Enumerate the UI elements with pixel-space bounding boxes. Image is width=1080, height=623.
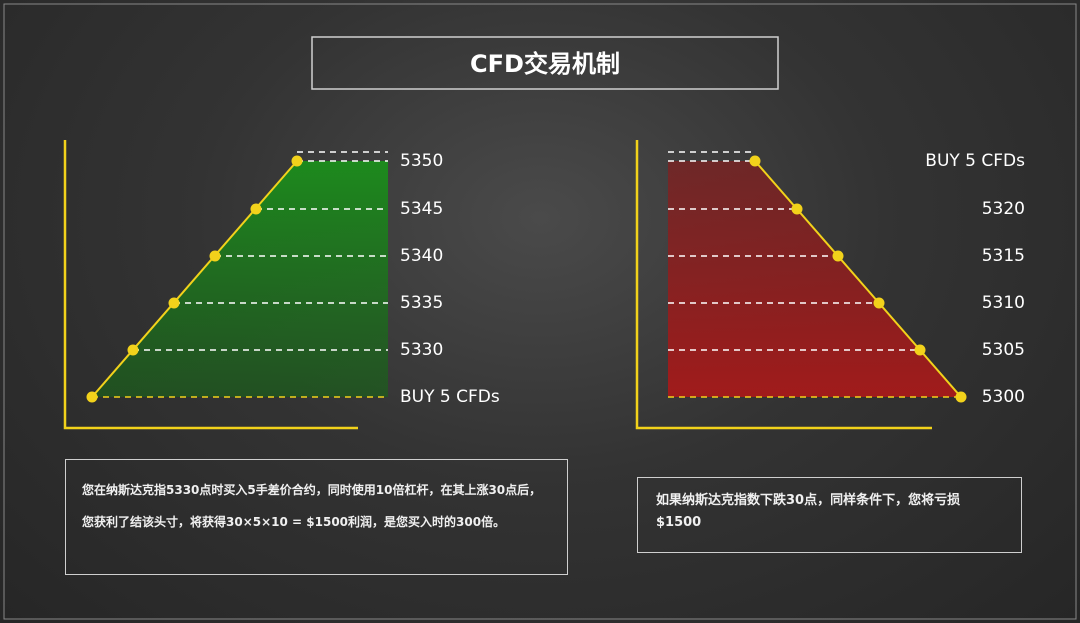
level-dot [127, 344, 139, 356]
title: CFD交易机制 [470, 50, 620, 78]
note-left: 您在纳斯达克指5330点时买入5手差价合约，同时使用10倍杠杆，在其上涨30点后… [65, 459, 568, 575]
level-label: 5350 [400, 151, 443, 171]
level-dot [955, 391, 967, 403]
rise-line [91, 160, 298, 398]
level-label: 5340 [400, 246, 443, 266]
level-label: 5330 [400, 340, 443, 360]
level-label: 5310 [982, 293, 1025, 313]
level-dot [209, 250, 221, 262]
level-label: 5335 [400, 293, 443, 313]
right-axis [635, 140, 932, 430]
level-dot [250, 203, 262, 215]
level-dot [791, 203, 803, 215]
left-axis [63, 140, 358, 430]
note-right: 如果纳斯达克指数下跌30点，同样条件下，您将亏损$1500 [637, 477, 1022, 553]
level-label: BUY 5 CFDs [400, 387, 500, 407]
level-label: BUY 5 CFDs [925, 151, 1025, 171]
level-label: 5345 [400, 199, 443, 219]
loss-area [668, 161, 961, 397]
level-label: 5315 [982, 246, 1025, 266]
level-label: 5305 [982, 340, 1025, 360]
title-box [311, 36, 779, 90]
level-dot [914, 344, 926, 356]
level-dot [168, 297, 180, 309]
level-label: 5320 [982, 199, 1025, 219]
level-label: 5300 [982, 387, 1025, 407]
profit-area [92, 161, 388, 397]
frame [3, 3, 1077, 620]
level-dot [86, 391, 98, 403]
level-dot [291, 155, 303, 167]
fall-line [754, 160, 962, 398]
level-dot [832, 250, 844, 262]
level-dot [749, 155, 761, 167]
level-dot [873, 297, 885, 309]
